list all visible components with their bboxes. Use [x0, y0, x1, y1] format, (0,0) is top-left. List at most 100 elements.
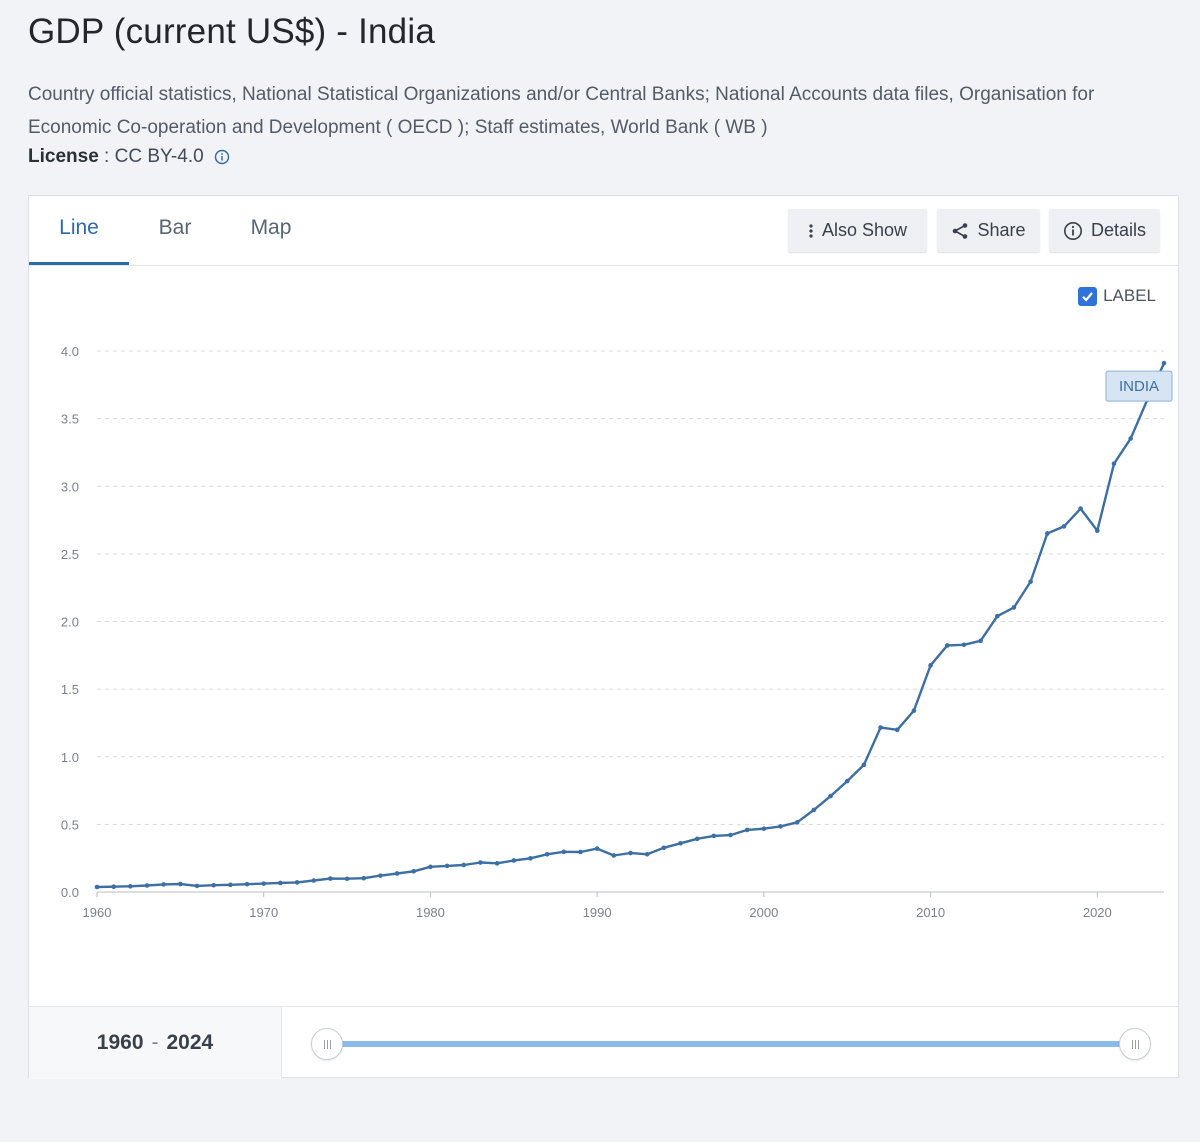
data-point[interactable] — [811, 807, 817, 813]
data-point[interactable] — [1111, 461, 1117, 466]
y-tick-label: 2.0 — [61, 615, 79, 630]
data-point[interactable] — [778, 824, 783, 829]
data-point[interactable] — [111, 884, 116, 890]
data-point[interactable] — [794, 820, 800, 825]
y-tick-label: 0.0 — [61, 885, 79, 900]
data-point[interactable] — [428, 864, 433, 870]
data-point[interactable] — [861, 762, 867, 768]
range-label: 1960 - 2024 — [29, 1007, 282, 1079]
tab-bar[interactable]: Bar — [158, 216, 192, 239]
page-title: GDP (current US$) - India — [28, 12, 435, 51]
data-point[interactable] — [828, 793, 833, 799]
data-point[interactable] — [1095, 528, 1100, 534]
also-show-button[interactable]: Also Show — [788, 209, 927, 252]
data-point[interactable] — [944, 643, 950, 648]
x-tick-label: 1980 — [416, 905, 445, 920]
info-icon[interactable] — [214, 149, 230, 165]
label-toggle-text: LABEL — [1103, 286, 1156, 305]
data-point[interactable] — [361, 875, 367, 881]
data-point[interactable] — [311, 878, 317, 883]
data-point[interactable] — [978, 638, 983, 644]
data-point[interactable] — [878, 725, 883, 730]
also-show-label: Also Show — [821, 220, 908, 240]
data-point[interactable] — [528, 856, 533, 861]
data-point[interactable] — [161, 882, 166, 887]
data-point[interactable] — [411, 869, 417, 874]
label-checkbox[interactable] — [1078, 286, 1098, 306]
data-point[interactable] — [661, 845, 667, 851]
data-point[interactable] — [178, 881, 183, 887]
details-label: Details — [1090, 220, 1147, 240]
share-label: Share — [977, 220, 1026, 240]
data-point[interactable] — [1061, 524, 1067, 529]
data-point[interactable] — [911, 708, 917, 713]
data-point[interactable] — [744, 827, 750, 833]
license-separator: : — [98, 146, 115, 167]
data-point[interactable] — [261, 881, 267, 886]
label-toggle[interactable]: LABEL — [1078, 286, 1156, 306]
x-tick-label: 1960 — [83, 905, 112, 920]
data-point[interactable] — [728, 832, 733, 838]
details-button[interactable]: Details — [1049, 209, 1160, 252]
data-point[interactable] — [228, 882, 233, 888]
time-range-footer: 1960 - 2024 — [29, 1006, 1178, 1079]
data-point[interactable] — [294, 880, 300, 885]
data-point[interactable] — [278, 880, 283, 886]
y-tick-label: 2.5 — [61, 547, 79, 562]
data-point[interactable] — [244, 881, 250, 887]
y-tick-label: 1.0 — [61, 750, 79, 765]
data-point[interactable] — [1128, 436, 1133, 441]
chart-tabs: Line Bar Map Also Show Share Details — [29, 196, 1178, 266]
data-point[interactable] — [211, 882, 217, 888]
range-slider-end-handle[interactable] — [1119, 1028, 1151, 1060]
data-point[interactable] — [561, 849, 567, 855]
gdp-line-chart: 0.0 0.5 1.0 1.5 2.0 2.5 3.0 3.5 4.0 1960 1970 1980… — [61, 344, 1173, 920]
share-button[interactable]: Share — [937, 209, 1040, 252]
data-point[interactable] — [961, 642, 967, 648]
data-point[interactable] — [694, 836, 700, 842]
y-tick-label: 4.0 — [61, 344, 79, 359]
data-point[interactable] — [461, 862, 467, 868]
data-point[interactable] — [761, 826, 767, 832]
data-point[interactable] — [444, 863, 450, 869]
data-point[interactable] — [628, 850, 633, 856]
tab-map[interactable]: Map — [250, 216, 292, 239]
range-separator: - — [151, 1031, 159, 1054]
data-point[interactable] — [578, 849, 583, 855]
data-point[interactable] — [1044, 531, 1050, 536]
data-point[interactable] — [1011, 605, 1017, 610]
data-point[interactable] — [194, 883, 200, 889]
data-point[interactable] — [511, 858, 517, 863]
data-point[interactable] — [544, 851, 550, 857]
series-line-india — [96, 362, 1166, 889]
data-point[interactable] — [994, 613, 1000, 619]
x-tick-label: 1990 — [583, 905, 612, 920]
data-point[interactable] — [144, 883, 150, 888]
range-slider-track[interactable] — [329, 1041, 1135, 1047]
data-point[interactable] — [344, 876, 350, 882]
data-point[interactable] — [128, 884, 133, 889]
y-tick-label: 1.5 — [61, 682, 79, 697]
data-point[interactable] — [1028, 579, 1033, 584]
range-slider-start-handle[interactable] — [311, 1028, 343, 1060]
data-point[interactable] — [1078, 506, 1083, 511]
data-point[interactable] — [1161, 360, 1167, 366]
data-point[interactable] — [478, 860, 483, 865]
tab-line[interactable]: Line — [29, 196, 129, 265]
range-start: 1960 — [96, 1031, 144, 1054]
data-point[interactable] — [644, 851, 650, 857]
data-point[interactable] — [844, 778, 850, 784]
data-point[interactable] — [928, 663, 933, 668]
data-point[interactable] — [94, 884, 100, 890]
data-point[interactable] — [611, 853, 617, 858]
y-tick-label: 3.5 — [61, 412, 79, 427]
data-point[interactable] — [328, 876, 333, 881]
source-text: Country official statistics, National St… — [28, 84, 1095, 138]
data-point[interactable] — [711, 833, 717, 839]
data-point[interactable] — [378, 873, 383, 878]
data-point[interactable] — [678, 841, 683, 846]
data-point[interactable] — [594, 846, 600, 851]
data-point[interactable] — [394, 871, 400, 876]
data-point[interactable] — [494, 861, 500, 866]
data-point[interactable] — [894, 727, 900, 733]
